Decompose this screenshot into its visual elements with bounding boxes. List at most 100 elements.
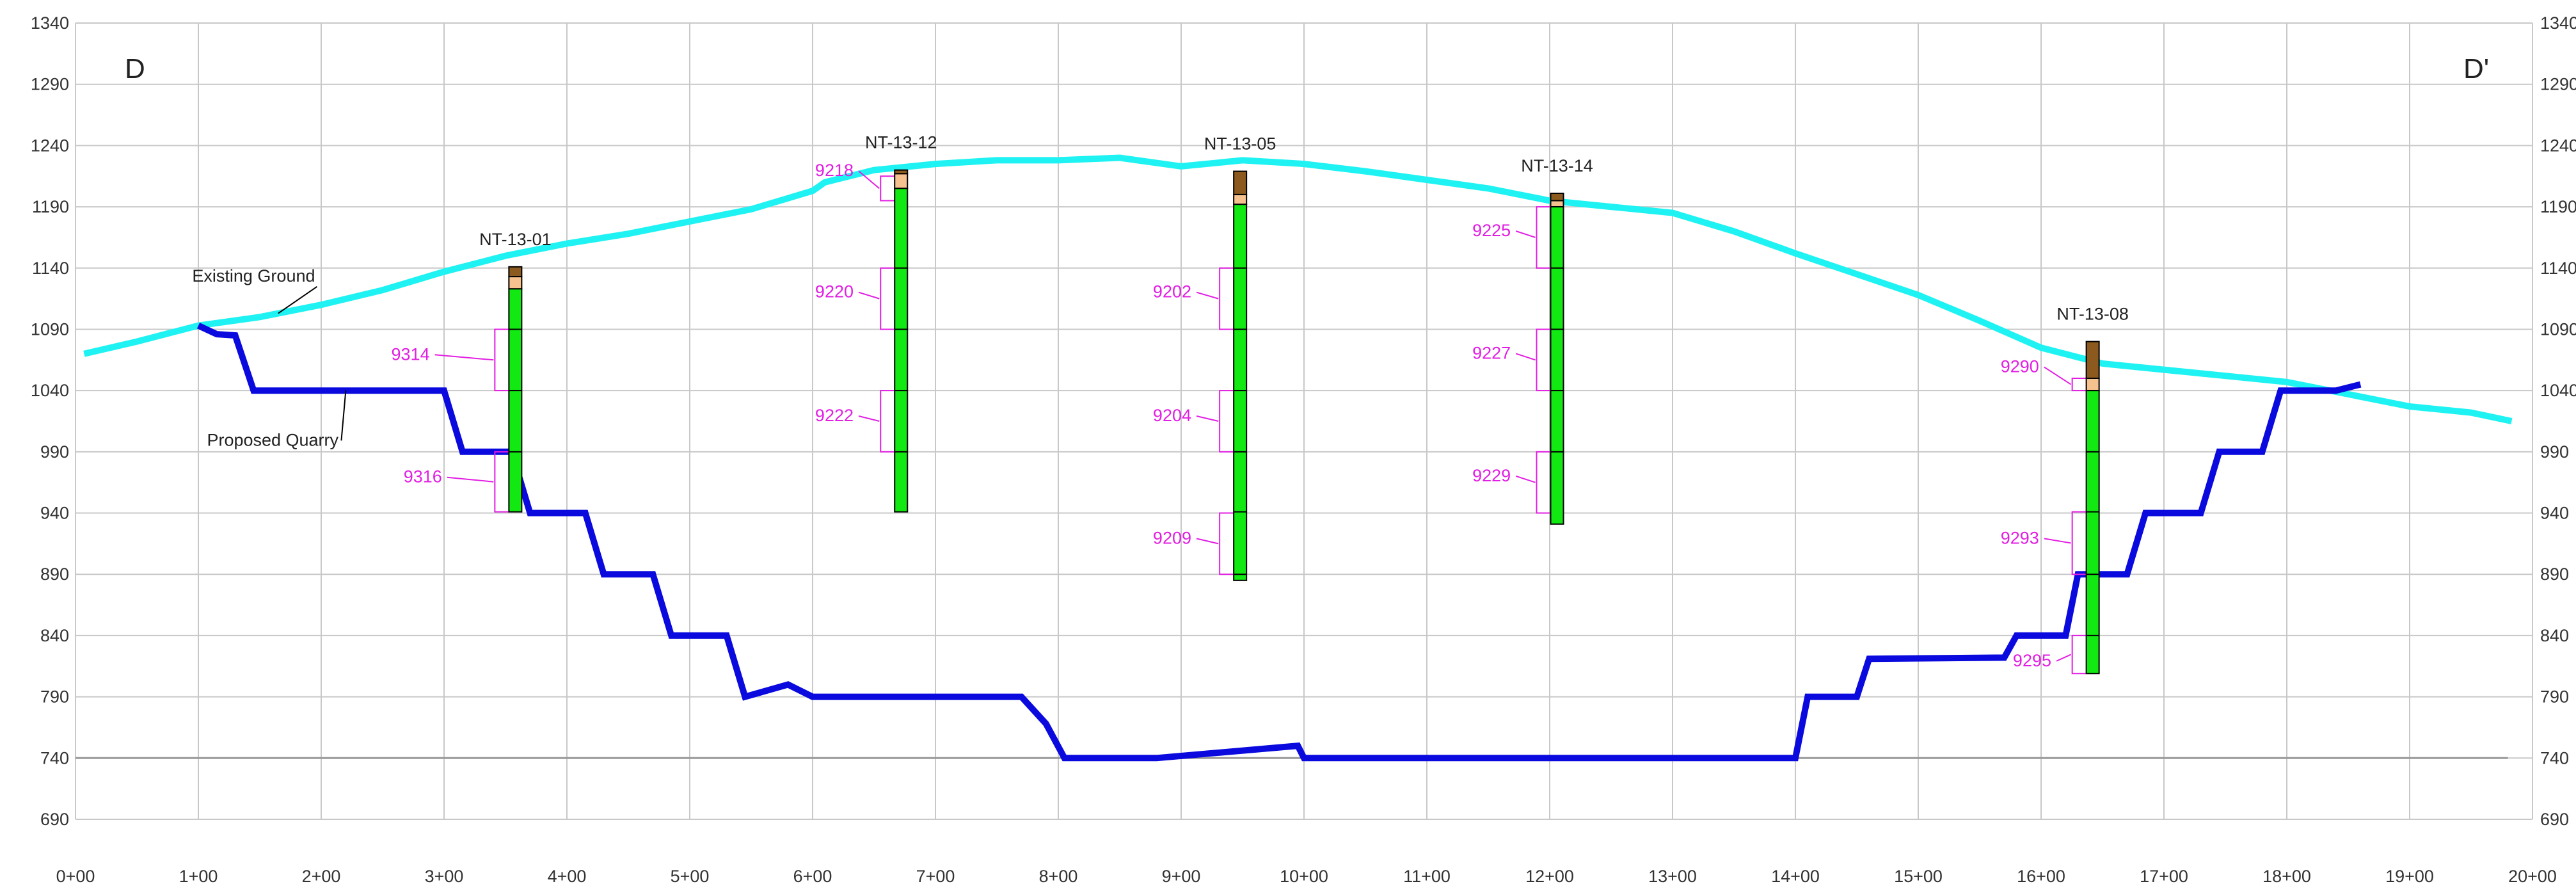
borehole-unit-tan [894,173,909,189]
y-tick-label-left: 1090 [31,319,69,339]
x-tick-label: 6+00 [793,867,832,886]
sample-label: 9316 [404,467,442,486]
borehole-unit-tan [1233,193,1248,205]
sample-bracket [1219,390,1234,453]
x-tick-label: 1+00 [179,867,218,886]
x-tick-label: 4+00 [548,867,587,886]
profile-lines [83,154,2513,762]
borehole-label: NT-13-14 [1521,156,1593,175]
sample-label: 9202 [1153,282,1191,301]
annotations: Existing Ground Proposed Quarry [192,266,347,449]
y-axis-left: 690 740 790 840 890 940 990 1040 1090 1140 1190 124… [31,13,69,829]
y-tick-label-left: 1040 [31,381,69,400]
borehole-unit-tan [508,276,523,290]
sample-label: 9295 [2013,651,2051,670]
sample-bracket [494,328,509,392]
y-tick-label-right: 1290 [2540,75,2576,94]
sample-leader [2044,366,2072,385]
y-tick-label-right: 1190 [2540,197,2576,216]
y-tick-label-left: 1190 [32,197,69,216]
x-tick-label: 17+00 [2140,867,2188,886]
borehole-unit-green [2085,390,2100,675]
sample-label: 9229 [1472,466,1511,485]
sample-label: 9204 [1153,406,1191,425]
sample-label: 9290 [2001,357,2039,376]
y-tick-label-left: 690 [40,810,69,829]
x-tick-label: 12+00 [1525,867,1574,886]
borehole-unit-green [1233,204,1248,581]
x-tick-label: 18+00 [2262,867,2311,886]
section-end-label: D' [2463,53,2489,84]
y-tick-label-left: 840 [40,626,69,645]
borehole-unit-brown [1550,193,1564,202]
y-tick-label-left: 740 [40,748,69,767]
y-tick-label-right: 1090 [2540,319,2576,339]
y-tick-label-left: 990 [40,442,69,462]
borehole-unit-brown [1233,170,1248,195]
y-axis-right: 690 740 790 840 890 940 990 1040 1090 1140 1190 124… [2540,13,2576,829]
y-tick-label-left: 1140 [32,259,69,278]
sample-leader [2056,654,2072,662]
x-tick-label: 3+00 [425,867,464,886]
y-tick-label-right: 1340 [2540,13,2576,33]
annotation-leader [340,390,347,441]
y-tick-label-left: 1340 [31,13,69,33]
borehole-unit-brown [2085,341,2100,380]
borehole-unit-green [894,188,909,513]
sample-intervals: 9314 9316 9218 9220 9222 9202 9204 9209 9225 9227… [392,161,2087,675]
section-start-label: D [125,53,145,84]
sample-bracket [1219,267,1234,330]
sample-leader [858,170,880,189]
borehole-label: NT-13-01 [479,230,552,249]
sample-leader [1515,353,1536,361]
y-tick-label-left: 940 [40,504,69,523]
y-tick-label-right: 790 [2540,687,2569,707]
sample-leader [434,354,494,361]
borehole-label: NT-13-08 [2056,305,2129,324]
sample-bracket [2071,378,2087,392]
sample-label: 9225 [1472,221,1511,240]
y-tick-label-left: 1240 [31,136,69,155]
sample-leader [858,291,880,300]
sample-leader [1515,230,1536,238]
borehole-label: NT-13-05 [1204,134,1276,154]
borehole-unit-tan [2085,378,2100,392]
y-tick-label-right: 940 [2540,504,2569,523]
sample-bracket [2071,634,2087,675]
sample-bracket [1536,328,1551,392]
sample-label: 9227 [1472,343,1511,362]
sample-leader [2044,538,2071,544]
y-tick-label-right: 1240 [2540,136,2576,155]
sample-leader [1196,415,1219,422]
y-tick-label-right: 990 [2540,442,2569,462]
x-tick-label: 15+00 [1894,867,1943,886]
x-tick-label: 0+00 [56,867,95,886]
borehole-label: NT-13-12 [865,133,937,152]
existing-ground-line [83,154,2513,424]
grid [75,22,2533,820]
y-tick-label-left: 1290 [31,75,69,94]
y-tick-label-right: 690 [2540,810,2569,829]
sample-bracket [2071,511,2087,575]
sample-label: 9218 [815,161,854,180]
borehole-unit-tan [1550,200,1564,208]
x-tick-label: 2+00 [302,867,341,886]
sample-label: 9222 [815,406,854,425]
x-tick-label: 10+00 [1280,867,1328,886]
sample-label: 9220 [815,282,854,301]
sample-bracket [1219,512,1234,575]
y-tick-label-right: 1140 [2540,259,2576,278]
x-tick-label: 13+00 [1648,867,1697,886]
x-tick-label: 5+00 [671,867,710,886]
x-tick-label: 14+00 [1771,867,1820,886]
x-tick-label: 7+00 [916,867,955,886]
x-tick-label: 20+00 [2508,867,2557,886]
x-tick-label: 9+00 [1162,867,1201,886]
sample-leader [1515,475,1536,483]
sample-bracket [1536,206,1551,269]
sample-bracket [494,451,509,513]
sample-label: 9314 [392,344,430,364]
y-tick-label-right: 1040 [2540,381,2576,400]
y-tick-label-right: 740 [2540,748,2569,767]
